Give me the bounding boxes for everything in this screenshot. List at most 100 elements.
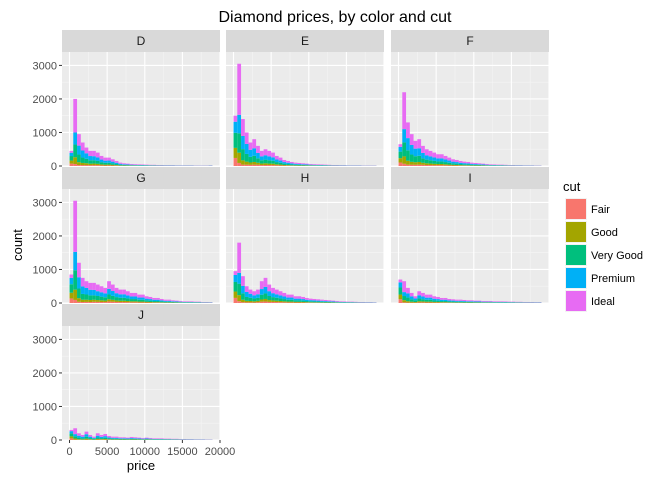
histogram-bar-premium [167,300,172,302]
histogram-bar-very-good [114,438,119,440]
histogram-bar-very-good [80,293,85,300]
histogram-bar-premium [289,163,294,165]
histogram-bar-good [114,300,119,302]
histogram-bar-very-good [432,300,437,302]
histogram-bar-good [256,300,260,303]
histogram-bar-good [439,164,444,166]
histogram-bar-premium [312,300,317,302]
histogram-bar-premium [171,301,175,302]
histogram-bar-premium [417,148,422,156]
histogram-bar-premium [88,289,93,296]
histogram-bar-premium [263,286,268,294]
histogram-bar-very-good [80,438,85,440]
histogram-bar-good [237,152,242,163]
histogram-bar-premium [417,295,422,299]
histogram-bar-ideal [233,271,238,275]
histogram-bar-very-good [148,300,153,302]
histogram-bar-very-good [174,302,179,303]
histogram-bar-premium [259,289,264,295]
histogram-bar-premium [398,282,403,288]
histogram-bar-ideal [129,292,134,297]
facet-panel-E: E [226,30,385,167]
histogram-bar-premium [282,162,287,164]
histogram-bar-premium [263,155,268,160]
histogram-bar-very-good [103,297,108,301]
histogram-bar-very-good [470,164,474,166]
histogram-bar-very-good [88,295,93,300]
histogram-bar-premium [432,157,437,161]
histogram-bar-good [69,436,74,439]
histogram-bar-ideal [436,296,440,300]
histogram-bar-very-good [271,160,275,164]
histogram-bar-premium [125,164,130,166]
histogram-bar-ideal [77,262,81,278]
histogram-bar-ideal [156,438,160,439]
histogram-bar-premium [73,434,78,437]
histogram-bar-ideal [159,298,164,301]
histogram-bar-fair [263,164,268,166]
histogram-bar-fair [271,165,275,166]
histogram-bar-very-good [466,301,470,303]
histogram-bar-good [305,302,309,303]
histogram-bar-ideal [114,436,119,438]
histogram-bar-good [244,161,249,165]
histogram-bar-premium [84,434,89,437]
histogram-bar-premium [118,438,123,439]
histogram-bar-very-good [458,164,463,166]
histogram-bar-ideal [259,150,264,157]
y-tick-label: 1000 [33,264,57,276]
histogram-bar-premium [443,299,448,302]
histogram-bar-ideal [338,301,343,302]
histogram-bar-very-good [129,299,134,302]
histogram-bar-good [241,160,245,165]
histogram-bar-premium [439,158,444,162]
histogram-bar-ideal [424,294,429,298]
histogram-bar-ideal [122,289,126,295]
histogram-bar-ideal [259,281,264,290]
histogram-bar-very-good [421,158,425,163]
panel-background [226,189,384,303]
histogram-bar-very-good [237,133,242,153]
histogram-bar-very-good [99,438,104,440]
legend-swatch-good [566,222,586,242]
histogram-bar-very-good [481,165,486,166]
histogram-bar-very-good [428,299,433,302]
histogram-bar-good [413,162,418,165]
histogram-bar-very-good [144,439,149,440]
histogram-bar-ideal [293,296,298,299]
histogram-bar-fair [99,165,104,166]
histogram-bar-very-good [69,284,74,293]
histogram-bar-ideal [152,438,157,439]
histogram-bar-premium [428,297,433,300]
histogram-bar-very-good [305,301,309,303]
histogram-bar-ideal [481,300,486,302]
histogram-bar-premium [278,160,283,163]
histogram-bar-good [439,302,444,303]
histogram-bar-very-good [297,300,302,302]
panel-background [391,189,549,303]
histogram-bar-ideal [92,282,96,290]
histogram-bar-very-good [473,302,478,303]
histogram-bar-good [69,292,74,299]
histogram-bar-premium [244,291,249,297]
histogram-bar-good [244,300,249,303]
histogram-bar-premium [144,298,149,301]
histogram-bar-premium [267,291,272,296]
histogram-bar-ideal [462,161,467,164]
legend-swatch-premium [566,268,586,288]
histogram-bar-premium [73,132,78,145]
histogram-bar-premium [335,301,339,303]
legend-label: Ideal [591,296,615,308]
histogram-bar-good [73,438,78,440]
histogram-bar-ideal [252,139,257,149]
histogram-bar-ideal [88,150,93,157]
histogram-bar-ideal [114,287,119,294]
histogram-bar-ideal [432,152,437,158]
facet-panel-G: G 0 1000 2000 3000 [33,167,221,310]
histogram-bar-ideal [95,433,100,436]
histogram-bar-good [122,300,126,303]
x-tick-label: 0 [66,446,72,458]
histogram-bar-very-good [402,296,407,301]
histogram-bar-very-good [286,164,290,166]
histogram-bar-premium [286,297,290,300]
